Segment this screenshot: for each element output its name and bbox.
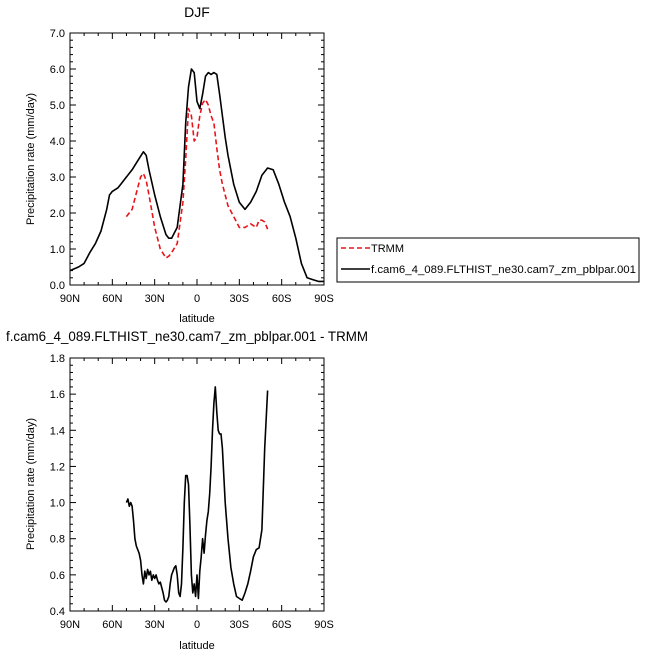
panel-1-ticks-group: 90N 60N 30N 0 30S 60S 90S 0.0 1.0 2.0 3.0 4.0 5.0 6.0… (50, 28, 334, 305)
panel-1-series-line-1 (125, 98, 269, 259)
panel-2-ytick-label: 0.8 (50, 534, 65, 546)
panel-1-plot-frame (69, 32, 325, 286)
panel-1-series-line-2 (69, 68, 324, 283)
panel-2-xtick-label: 30S (230, 619, 250, 631)
panel-2-xtick-label: 0 (194, 619, 200, 631)
panel-1-xtick-label: 30N (145, 293, 165, 305)
panel-2-xtick-label: 60N (102, 619, 122, 631)
panel-1-ytick-label: 5.0 (50, 100, 65, 112)
panel-1-ytick-label: 4.0 (50, 136, 65, 148)
panel-2-ytick-label: 1.0 (50, 498, 65, 510)
panel-2-ytick-label: 0.6 (50, 570, 65, 582)
panel-1-ytick-label: 3.0 (50, 172, 65, 184)
panel-2-ytick-label: 0.4 (50, 606, 65, 618)
legend-label-model: f.cam6_4_089.FLTHIST_ne30.cam7_zm_pblpar… (371, 264, 636, 276)
panel-2-ytick-label: 1.8 (50, 353, 65, 365)
panel-1: DJF 90N 60N 30N 0 30S 60S 90S 0.0 1.0 2.0 3.0 4.0 5.… (25, 4, 334, 325)
panel-1-ytick-label: 7.0 (50, 28, 65, 40)
panel-1-xtick-label: 60S (272, 293, 292, 305)
panel-1-ytick-label: 0.0 (50, 280, 65, 292)
panel-2-xtick-label: 90N (60, 619, 80, 631)
panel-2-xtick-label: 60S (272, 619, 292, 631)
panel-1-xtick-label: 0 (194, 293, 200, 305)
legend: TRMM f.cam6_4_089.FLTHIST_ne30.cam7_zm_p… (336, 237, 640, 283)
panel-1-xtick-label: 90N (60, 293, 80, 305)
panel-1-ylabel: Precipitation rate (mm/day) (25, 93, 37, 225)
panel-1-series-group (69, 68, 324, 283)
panel-2-series-line-1 (125, 386, 269, 603)
panel-2-xtick-label: 90S (314, 619, 334, 631)
panel-1-xlabel: latitude (179, 313, 214, 325)
panel-1-ytick-label: 2.0 (50, 208, 65, 220)
legend-box (336, 237, 640, 283)
panel-2-ylabel: Precipitation rate (mm/day) (25, 418, 37, 550)
panel-2: f.cam6_4_089.FLTHIST_ne30.cam7_zm_pblpar… (6, 328, 368, 652)
panel-1-ytick-label: 6.0 (50, 64, 65, 76)
panel-2-xlabel: latitude (179, 640, 214, 652)
panel-1-xtick-label: 30S (230, 293, 250, 305)
panel-2-ytick-label: 1.2 (50, 461, 65, 473)
panel-1-xtick-label: 90S (314, 293, 334, 305)
panel-1-xtick-label: 60N (102, 293, 122, 305)
panel-2-ytick-label: 1.6 (50, 389, 65, 401)
panel-2-xtick-label: 30N (145, 619, 165, 631)
panel-2-series-group (125, 386, 269, 603)
legend-label-trmm: TRMM (371, 243, 404, 255)
panel-1-ytick-label: 1.0 (50, 244, 65, 256)
panel-2-title: f.cam6_4_089.FLTHIST_ne30.cam7_zm_pblpar… (6, 328, 368, 344)
panel-2-plot-frame (69, 357, 325, 612)
panel-1-title: DJF (184, 4, 210, 20)
panel-2-ytick-label: 1.4 (50, 425, 65, 437)
